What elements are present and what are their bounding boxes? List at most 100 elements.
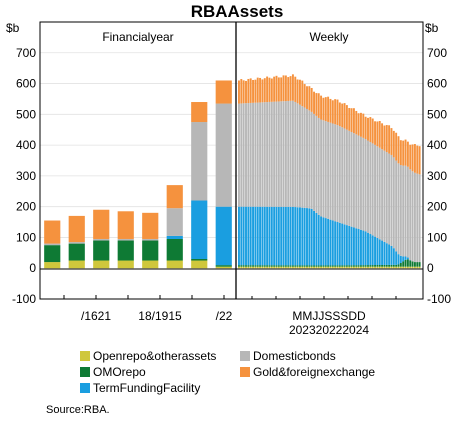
bar-week-9-openrepo-otherassets bbox=[259, 266, 262, 269]
bar-week-64-openrepo-otherassets bbox=[388, 266, 391, 269]
bar-week-15-domesticbonds bbox=[273, 101, 276, 207]
bar-week-17-omorepo bbox=[277, 265, 280, 267]
bar-week-28-domesticbonds bbox=[303, 107, 306, 208]
bar-week-67-openrepo-otherassets bbox=[395, 266, 398, 269]
y-tick-right-600: 600 bbox=[427, 77, 447, 91]
bar-week-74-domesticbonds bbox=[411, 171, 414, 262]
bar-fy2018-openrepo-otherassets bbox=[93, 260, 110, 269]
bar-week-26-openrepo-otherassets bbox=[299, 266, 301, 269]
bar-week-38-gold-foreignexchange bbox=[327, 96, 330, 122]
bar-fy2020-omorepo bbox=[142, 240, 159, 261]
bar-fy2019-domesticbonds bbox=[117, 238, 134, 241]
bar-week-77-domesticbonds bbox=[418, 174, 421, 263]
bar-week-44-openrepo-otherassets bbox=[341, 266, 344, 269]
bar-week-71-gold-foreignexchange bbox=[404, 139, 407, 166]
bar-week-50-omorepo bbox=[355, 265, 358, 267]
bar-week-69-omorepo bbox=[399, 262, 402, 267]
bar-week-70-gold-foreignexchange bbox=[402, 140, 405, 166]
bar-week-7-gold-foreignexchange bbox=[254, 79, 257, 103]
bar-week-54-domesticbonds bbox=[364, 139, 367, 232]
bar-week-63-domesticbonds bbox=[385, 152, 388, 244]
bar-fy2019-omorepo bbox=[117, 240, 134, 261]
bar-fy2019-gold-foreignexchange bbox=[117, 211, 134, 239]
bar-week-38-domesticbonds bbox=[327, 121, 330, 219]
bar-week-1-gold-foreignexchange bbox=[240, 79, 243, 104]
bar-week-54-termfundingfacility bbox=[364, 231, 367, 266]
bar-week-71-domesticbonds bbox=[404, 165, 407, 257]
bar-week-61-gold-foreignexchange bbox=[381, 123, 384, 150]
bar-week-73-openrepo-otherassets bbox=[409, 266, 412, 269]
y-tick-left-0: 0 bbox=[29, 261, 36, 275]
bar-week-56-termfundingfacility bbox=[369, 234, 372, 266]
bar-week-66-gold-foreignexchange bbox=[392, 130, 395, 158]
bar-week-13-gold-foreignexchange bbox=[268, 77, 271, 102]
bar-week-28-omorepo bbox=[303, 265, 306, 267]
bar-week-51-openrepo-otherassets bbox=[357, 266, 360, 269]
bar-week-12-termfundingfacility bbox=[266, 206, 269, 266]
bar-week-25-domesticbonds bbox=[296, 103, 299, 208]
bar-week-46-termfundingfacility bbox=[345, 225, 348, 266]
bar-week-44-termfundingfacility bbox=[341, 223, 344, 266]
bar-week-37-termfundingfacility bbox=[324, 218, 327, 266]
bar-week-42-termfundingfacility bbox=[336, 222, 339, 266]
bar-fy2017-domesticbonds bbox=[68, 242, 85, 244]
bar-week-59-gold-foreignexchange bbox=[376, 121, 379, 147]
bar-week-75-omorepo bbox=[413, 262, 416, 267]
bar-fy2018-omorepo bbox=[93, 240, 110, 261]
y-tick-right-100: 100 bbox=[427, 230, 447, 244]
bar-week-45-termfundingfacility bbox=[343, 224, 346, 266]
bar-week-18-gold-foreignexchange bbox=[280, 77, 283, 102]
bar-week-49-domesticbonds bbox=[352, 133, 355, 228]
bar-week-16-termfundingfacility bbox=[275, 206, 278, 266]
bar-week-43-domesticbonds bbox=[338, 126, 341, 223]
bar-fy2020-openrepo-otherassets bbox=[142, 260, 159, 269]
bar-week-2-gold-foreignexchange bbox=[242, 80, 245, 104]
bar-week-31-omorepo bbox=[310, 265, 313, 267]
bar-week-22-gold-foreignexchange bbox=[289, 76, 292, 101]
bar-week-9-termfundingfacility bbox=[259, 206, 262, 266]
bar-week-2-termfundingfacility bbox=[242, 206, 245, 266]
bar-week-18-openrepo-otherassets bbox=[280, 266, 283, 269]
bar-week-39-openrepo-otherassets bbox=[329, 266, 332, 269]
bar-week-19-gold-foreignexchange bbox=[282, 75, 285, 102]
bar-week-0-domesticbonds bbox=[238, 103, 240, 207]
bar-week-12-gold-foreignexchange bbox=[266, 76, 269, 103]
bar-week-9-domesticbonds bbox=[259, 102, 262, 207]
bar-week-48-domesticbonds bbox=[350, 131, 353, 227]
bar-week-55-domesticbonds bbox=[367, 140, 369, 233]
bar-week-47-gold-foreignexchange bbox=[348, 108, 351, 131]
bar-week-57-gold-foreignexchange bbox=[371, 118, 374, 144]
bar-week-16-openrepo-otherassets bbox=[275, 266, 278, 269]
bar-week-18-omorepo bbox=[280, 265, 283, 267]
bar-week-7-openrepo-otherassets bbox=[254, 266, 257, 269]
bar-week-53-omorepo bbox=[362, 265, 365, 267]
bar-week-56-omorepo bbox=[369, 265, 372, 267]
bar-week-50-domesticbonds bbox=[355, 134, 358, 229]
bar-week-36-domesticbonds bbox=[322, 120, 325, 218]
bar-week-35-openrepo-otherassets bbox=[320, 266, 323, 269]
bar-week-27-gold-foreignexchange bbox=[301, 80, 304, 107]
bar-week-32-gold-foreignexchange bbox=[313, 91, 315, 114]
bar-week-53-openrepo-otherassets bbox=[362, 266, 365, 269]
bar-week-60-domesticbonds bbox=[378, 147, 381, 240]
bar-week-15-termfundingfacility bbox=[273, 206, 276, 266]
bar-week-40-openrepo-otherassets bbox=[331, 266, 334, 269]
bar-week-62-gold-foreignexchange bbox=[383, 125, 386, 151]
bar-week-23-omorepo bbox=[291, 265, 294, 267]
bar-week-66-openrepo-otherassets bbox=[392, 266, 395, 269]
bar-week-65-openrepo-otherassets bbox=[390, 266, 393, 269]
bar-week-38-termfundingfacility bbox=[327, 218, 330, 266]
y-tick-left-300: 300 bbox=[16, 169, 36, 183]
bar-fy2023-gold-foreignexchange bbox=[215, 80, 232, 104]
bar-week-32-termfundingfacility bbox=[313, 210, 315, 266]
bar-week-27-termfundingfacility bbox=[301, 207, 304, 266]
bar-week-67-termfundingfacility bbox=[395, 251, 398, 265]
bar-fy2016-openrepo-otherassets bbox=[44, 262, 61, 269]
bar-week-61-domesticbonds bbox=[381, 149, 384, 241]
bar-week-46-openrepo-otherassets bbox=[345, 266, 348, 269]
bar-week-62-omorepo bbox=[383, 264, 386, 267]
bar-week-52-termfundingfacility bbox=[360, 229, 362, 266]
bar-week-70-omorepo bbox=[402, 261, 405, 267]
bar-fy2023-omorepo bbox=[215, 265, 232, 267]
x-tick-label-fy-2: 18/1915 bbox=[138, 309, 182, 323]
